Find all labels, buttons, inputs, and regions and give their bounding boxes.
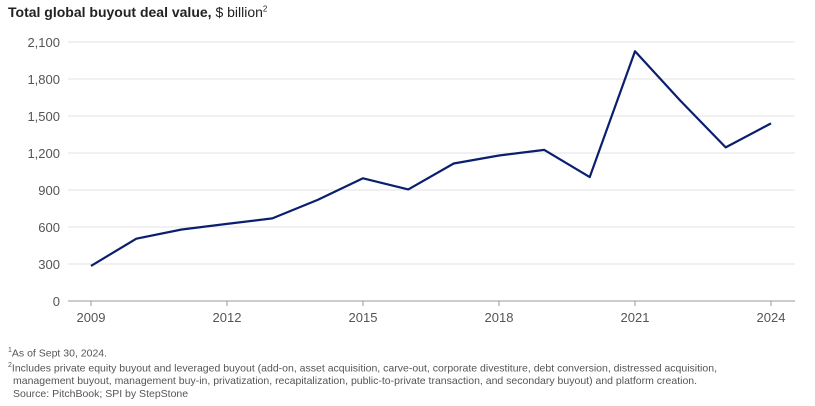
x-tick-label: 2021 <box>621 310 650 325</box>
gridlines <box>68 41 795 302</box>
x-tick-label: 2015 <box>349 310 378 325</box>
y-tick-label: 0 <box>53 294 60 309</box>
y-tick-label: 900 <box>38 183 60 198</box>
footnote-1: 1As of Sept 30, 2024. <box>8 347 108 360</box>
x-tick-label: 2018 <box>485 310 514 325</box>
chart-unit: $ billion <box>215 4 263 20</box>
y-tick-label: 600 <box>38 220 60 235</box>
chart-title: Total global buyout deal value, $ billio… <box>8 4 267 20</box>
x-tick-label: 2024 <box>757 310 786 325</box>
footnotes: 1As of Sept 30, 2024. 2Includes private … <box>8 345 717 400</box>
chart-title-text: Total global buyout deal value, <box>8 4 212 20</box>
x-axis-ticks: 2009 2012 2015 2018 2021 2024 <box>77 301 786 325</box>
deal-value-line <box>90 50 772 267</box>
x-tick-label: 2009 <box>77 310 106 325</box>
footnote-2-continued: management buyout, management buy-in, pr… <box>13 375 698 387</box>
y-tick-label: 1,800 <box>27 72 60 87</box>
chart-unit-footnote-mark: 2 <box>262 4 268 14</box>
x-tick-label: 2012 <box>213 310 242 325</box>
footnote-2: 2Includes private equity buyout and leve… <box>8 362 717 375</box>
y-tick-label: 2,100 <box>27 35 60 50</box>
y-tick-label: 1,200 <box>27 146 60 161</box>
source-note: Source: PitchBook; SPI by StepStone <box>13 387 189 400</box>
y-tick-label: 300 <box>38 257 60 272</box>
y-axis-ticks: 0 300 600 900 1,200 1,500 1,800 2,100 <box>27 35 60 309</box>
y-tick-label: 1,500 <box>27 109 60 124</box>
